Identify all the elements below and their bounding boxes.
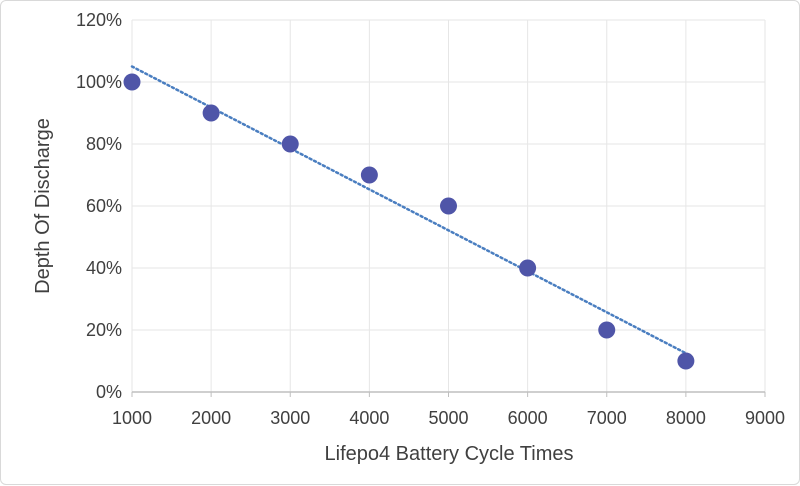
x-tick-label: 7000 (587, 408, 627, 428)
y-tick-label: 120% (76, 10, 122, 30)
data-point (677, 352, 695, 370)
y-tick-label: 0% (96, 382, 122, 402)
tick-labels: 1000 2000 3000 4000 5000 6000 7000 8000 9000 0% 20… (76, 10, 785, 428)
y-tick-label: 20% (86, 320, 122, 340)
y-tick-label: 60% (86, 196, 122, 216)
x-tick-label: 9000 (745, 408, 785, 428)
data-point (598, 321, 616, 339)
axes (131, 391, 766, 397)
x-tick-label: 5000 (428, 408, 468, 428)
y-tick-label: 40% (86, 258, 122, 278)
x-tick-label: 8000 (666, 408, 706, 428)
data-point (281, 135, 299, 153)
y-axis-title: Depth Of Discharge (32, 118, 54, 294)
x-tick-label: 1000 (112, 408, 152, 428)
x-tick-label: 6000 (508, 408, 548, 428)
y-tick-label: 80% (86, 134, 122, 154)
trendline-group (130, 65, 688, 355)
x-tick-label: 3000 (270, 408, 310, 428)
x-tick-label: 4000 (349, 408, 389, 428)
x-tick-label: 2000 (191, 408, 231, 428)
data-point (360, 166, 378, 184)
data-point (519, 259, 537, 277)
data-points (123, 73, 695, 370)
data-point (440, 197, 457, 215)
y-tick-label: 100% (76, 72, 122, 92)
data-point (123, 73, 141, 91)
x-axis-title: Lifepo4 Battery Cycle Times (325, 443, 574, 465)
trendline (130, 65, 688, 355)
data-point (202, 104, 220, 122)
gridlines (131, 19, 766, 392)
